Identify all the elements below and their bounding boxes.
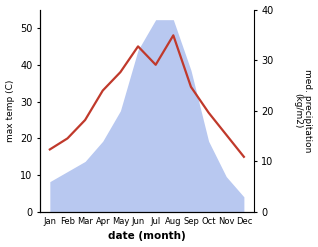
X-axis label: date (month): date (month) (108, 231, 186, 242)
Y-axis label: med. precipitation
(kg/m2): med. precipitation (kg/m2) (293, 69, 313, 152)
Y-axis label: max temp (C): max temp (C) (5, 80, 15, 142)
